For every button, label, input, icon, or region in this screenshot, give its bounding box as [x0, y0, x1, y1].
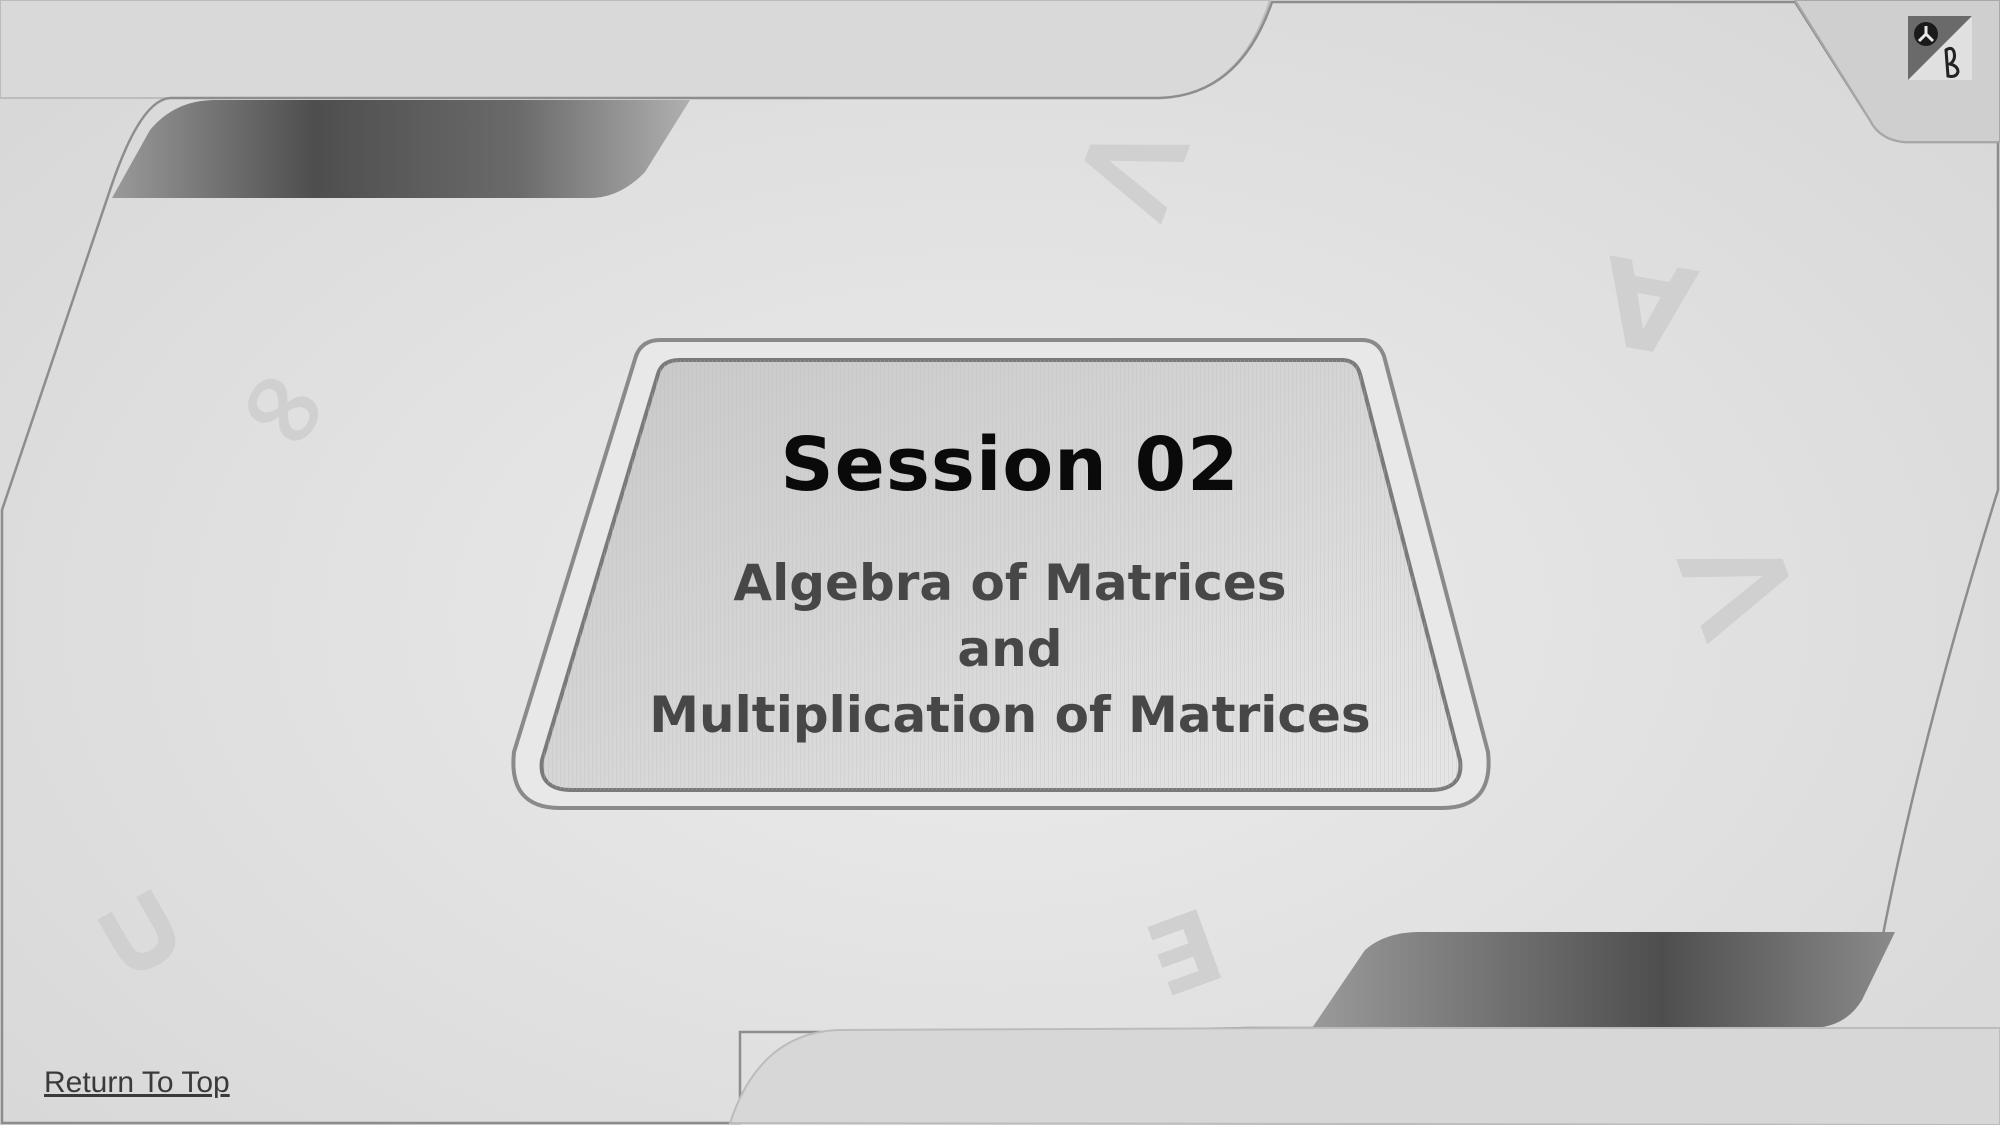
- return-to-top-link[interactable]: Return To Top: [44, 1066, 230, 1099]
- logo-icon: [1908, 16, 1972, 80]
- subtitle-line-1: Algebra of Matrices: [733, 554, 1287, 612]
- subtitle-line-3: Multiplication of Matrices: [649, 686, 1371, 744]
- subtitle-line-2: and: [957, 620, 1063, 678]
- title-block: Session 02 Algebra of Matrices and Multi…: [560, 400, 1460, 748]
- session-subtitle: Algebra of Matrices and Multiplication o…: [560, 550, 1460, 748]
- session-title: Session 02: [780, 422, 1240, 508]
